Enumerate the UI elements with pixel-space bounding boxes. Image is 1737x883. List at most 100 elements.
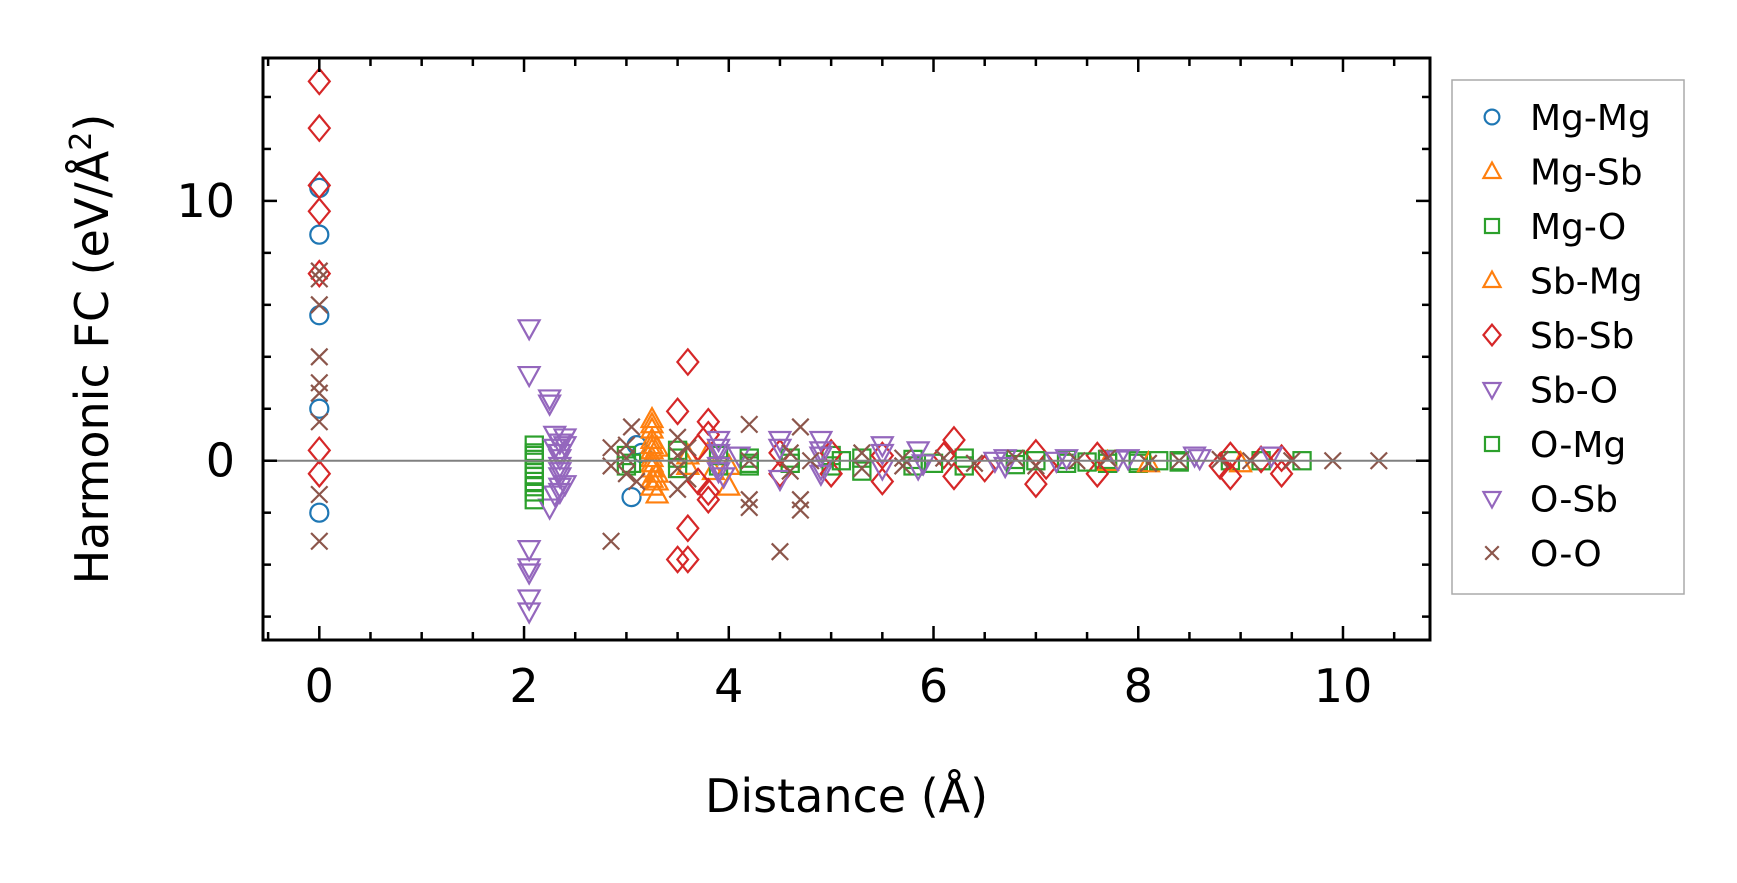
data-point xyxy=(309,502,330,523)
legend-marker xyxy=(1484,545,1500,561)
legend-label: Sb-Sb xyxy=(1530,316,1634,357)
data-point xyxy=(791,417,810,436)
legend-marker xyxy=(1483,108,1501,126)
data-point xyxy=(1218,461,1243,491)
data-point xyxy=(852,461,872,481)
legend-entry: Mg-Mg xyxy=(1483,98,1651,139)
data-point xyxy=(309,224,330,245)
data-point xyxy=(309,305,330,326)
data-point xyxy=(552,436,578,459)
data-point xyxy=(310,262,329,281)
data-point xyxy=(942,461,966,491)
legend-marker xyxy=(1483,217,1501,235)
legend-label: O-Mg xyxy=(1530,425,1626,466)
axis-ticks: 0 2 4 6 8 10 0 10 xyxy=(176,58,1430,713)
data-point xyxy=(739,453,759,474)
data-point xyxy=(310,347,329,366)
data-point xyxy=(617,464,636,483)
data-point xyxy=(622,417,641,436)
data-point xyxy=(767,430,793,454)
data-point xyxy=(768,459,792,489)
data-point xyxy=(667,448,688,468)
data-point xyxy=(524,477,544,497)
legend-label: O-O xyxy=(1530,534,1602,575)
y-axis-label: Harmonic FC (eV/Å2) xyxy=(64,114,120,585)
data-point xyxy=(1024,469,1048,499)
data-point xyxy=(307,113,332,143)
x-tick-label: 10 xyxy=(1314,659,1373,713)
data-point xyxy=(942,425,966,455)
data-point xyxy=(870,467,895,496)
x-axis-label: Distance (Å) xyxy=(705,769,988,823)
data-point xyxy=(1169,452,1189,472)
data-point xyxy=(910,454,936,477)
data-point xyxy=(965,454,984,473)
x-tick-label: 8 xyxy=(1124,659,1153,713)
series-o-sb xyxy=(516,394,1212,586)
data-point xyxy=(537,389,562,412)
data-point xyxy=(740,490,759,509)
y-tick-label: 10 xyxy=(176,174,235,228)
data-point xyxy=(639,465,665,488)
data-point xyxy=(1211,450,1230,469)
legend-label: O-Sb xyxy=(1530,480,1618,521)
data-point xyxy=(537,394,562,417)
data-point xyxy=(1218,441,1243,470)
data-point xyxy=(310,485,329,504)
data-point xyxy=(516,563,542,586)
data-point xyxy=(696,477,721,507)
data-point xyxy=(1139,454,1158,473)
legend-marker xyxy=(1481,160,1503,180)
plot-area-frame xyxy=(261,56,1432,642)
data-point xyxy=(516,589,542,612)
data-point xyxy=(678,438,697,457)
data-point xyxy=(675,513,700,543)
data-point xyxy=(706,456,731,480)
data-point xyxy=(617,436,636,455)
data-point xyxy=(1044,451,1069,474)
data-point xyxy=(516,365,542,389)
legend-entry: Mg-Sb xyxy=(1481,153,1643,194)
data-point xyxy=(852,443,871,462)
data-point xyxy=(675,347,700,377)
data-point xyxy=(516,558,542,581)
data-point xyxy=(781,462,800,481)
data-point xyxy=(678,469,697,488)
legend-entry: Mg-O xyxy=(1483,207,1626,248)
data-point xyxy=(639,450,665,473)
data-point xyxy=(1054,449,1079,472)
data-point xyxy=(740,415,759,434)
data-point xyxy=(1259,446,1284,469)
data-point xyxy=(524,471,544,492)
data-point xyxy=(870,443,895,467)
data-point xyxy=(644,468,670,491)
data-point xyxy=(516,319,542,342)
data-point xyxy=(307,259,332,289)
data-point xyxy=(870,436,895,459)
data-point xyxy=(781,443,800,462)
data-point xyxy=(310,532,329,551)
data-point xyxy=(1136,450,1161,473)
data-point xyxy=(770,542,789,561)
data-point xyxy=(665,396,690,426)
data-point xyxy=(627,472,646,491)
legend-label: Sb-O xyxy=(1530,371,1618,412)
data-point xyxy=(547,449,573,472)
data-point xyxy=(1085,459,1110,489)
y-tick-label: 0 xyxy=(206,434,235,488)
data-point xyxy=(1269,443,1294,473)
data-point xyxy=(552,475,578,498)
data-point xyxy=(621,486,642,508)
data-point xyxy=(310,295,329,314)
legend-label: Mg-O xyxy=(1530,207,1626,248)
legend-entry: O-Sb xyxy=(1481,480,1618,521)
data-point xyxy=(992,456,1018,480)
legend-marker xyxy=(1481,490,1503,510)
y-axis-label-superscript: 2 xyxy=(64,132,99,151)
data-point xyxy=(852,459,871,478)
data-point xyxy=(307,435,332,465)
y-axis-label-end: ) xyxy=(65,114,119,132)
data-point xyxy=(307,67,332,96)
data-point xyxy=(852,448,872,468)
